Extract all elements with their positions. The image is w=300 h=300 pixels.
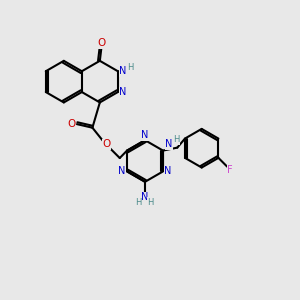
Text: N: N — [119, 87, 127, 97]
Text: O: O — [68, 119, 76, 129]
Text: O: O — [103, 140, 111, 149]
Text: N: N — [141, 130, 149, 140]
Text: H: H — [147, 197, 154, 206]
Text: N: N — [118, 167, 126, 176]
Text: N: N — [141, 192, 149, 202]
Text: H: H — [173, 135, 180, 144]
Text: N: N — [119, 66, 127, 76]
Text: O: O — [97, 38, 106, 48]
Text: N: N — [165, 139, 173, 149]
Text: F: F — [227, 165, 233, 175]
Text: N: N — [164, 167, 172, 176]
Text: H: H — [127, 63, 134, 72]
Text: H: H — [135, 197, 142, 206]
